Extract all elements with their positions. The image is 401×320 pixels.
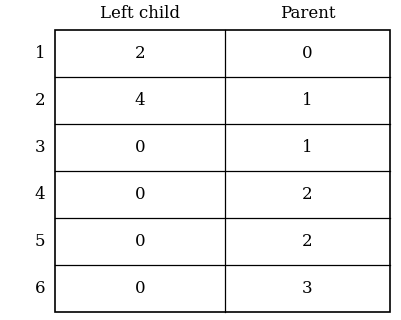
Text: 2: 2 xyxy=(135,45,145,62)
Text: 0: 0 xyxy=(302,45,313,62)
Text: 4: 4 xyxy=(135,92,145,109)
Text: 0: 0 xyxy=(135,233,145,250)
Text: 2: 2 xyxy=(35,92,45,109)
Text: 3: 3 xyxy=(302,280,313,297)
Text: 1: 1 xyxy=(35,45,45,62)
Text: Parent: Parent xyxy=(280,4,335,21)
Bar xyxy=(55,30,390,312)
Text: 5: 5 xyxy=(35,233,45,250)
Text: 2: 2 xyxy=(302,186,313,203)
Text: Left child: Left child xyxy=(100,4,180,21)
Text: 4: 4 xyxy=(35,186,45,203)
Text: 6: 6 xyxy=(35,280,45,297)
Text: 1: 1 xyxy=(302,92,313,109)
Text: 0: 0 xyxy=(135,139,145,156)
Text: 2: 2 xyxy=(302,233,313,250)
Text: 0: 0 xyxy=(135,280,145,297)
Text: 0: 0 xyxy=(135,186,145,203)
Text: 1: 1 xyxy=(302,139,313,156)
Text: 3: 3 xyxy=(35,139,45,156)
